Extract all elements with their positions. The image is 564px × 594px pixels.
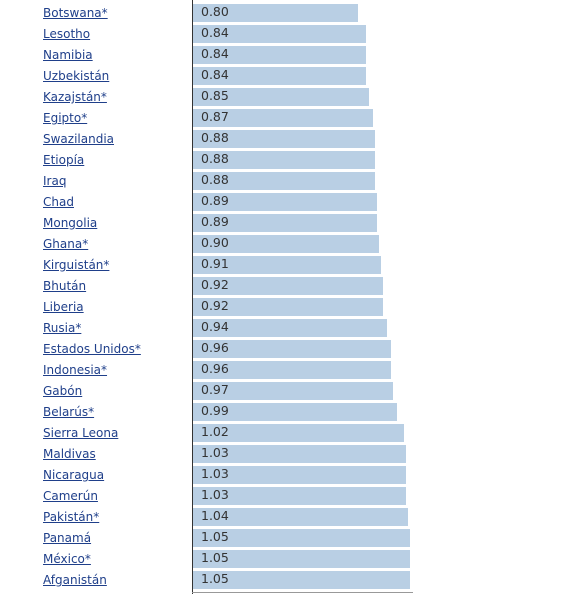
value-label: 0.84 (201, 67, 229, 82)
bar (193, 298, 383, 316)
value-label: 0.85 (201, 88, 229, 103)
value-label: 1.05 (201, 529, 229, 544)
bar (193, 340, 392, 358)
country-link[interactable]: Nicaragua (43, 468, 105, 482)
value-label: 0.94 (201, 319, 229, 334)
bar (193, 235, 379, 253)
bar (193, 88, 369, 106)
country-link[interactable]: Camerún (43, 489, 98, 503)
value-label: 0.91 (201, 256, 229, 271)
country-link[interactable]: Rusia* (43, 321, 82, 335)
country-link[interactable]: Swazilandia (43, 132, 115, 146)
bar (193, 571, 410, 589)
bar (193, 529, 410, 547)
country-link[interactable]: Chad (43, 195, 74, 209)
bar (193, 403, 398, 421)
value-label: 0.92 (201, 298, 229, 313)
bar (193, 46, 367, 64)
bar (193, 550, 410, 568)
value-label: 1.05 (201, 550, 229, 565)
value-label: 0.92 (201, 277, 229, 292)
bar (193, 466, 406, 484)
value-label: 0.96 (201, 361, 229, 376)
country-link[interactable]: Maldivas (43, 447, 96, 461)
bar (193, 4, 359, 22)
country-link[interactable]: Afganistán (43, 573, 107, 587)
country-link[interactable]: Bhután (43, 279, 87, 293)
country-link[interactable]: Gabón (43, 384, 83, 398)
value-label: 0.88 (201, 172, 229, 187)
value-label: 1.04 (201, 508, 229, 523)
country-link[interactable]: México* (43, 552, 91, 566)
country-link[interactable]: Lesotho (43, 27, 91, 41)
bar (193, 277, 383, 295)
value-label: 0.89 (201, 193, 229, 208)
bar (193, 172, 375, 190)
value-label: 0.96 (201, 340, 229, 355)
bar (193, 361, 392, 379)
axis-line (192, 0, 193, 594)
value-label: 1.03 (201, 466, 229, 481)
country-link[interactable]: Botswana* (43, 6, 108, 20)
value-label: 1.03 (201, 487, 229, 502)
bar (193, 109, 373, 127)
country-link[interactable]: Panamá (43, 531, 92, 545)
country-link[interactable]: Estados Unidos* (43, 342, 141, 356)
value-label: 1.03 (201, 445, 229, 460)
bar (193, 151, 375, 169)
value-label: 0.88 (201, 130, 229, 145)
country-link[interactable]: Uzbekistán (43, 69, 110, 83)
value-label: 0.84 (201, 46, 229, 61)
bar (193, 193, 377, 211)
value-label: 0.97 (201, 382, 229, 397)
bar (193, 319, 388, 337)
bar (193, 67, 367, 85)
value-label: 0.89 (201, 214, 229, 229)
value-label: 0.99 (201, 403, 229, 418)
country-link[interactable]: Egipto* (43, 111, 88, 125)
bar (193, 508, 408, 526)
country-link[interactable]: Ghana* (43, 237, 89, 251)
country-link[interactable]: Namibia (43, 48, 93, 62)
country-link[interactable]: Pakistán* (43, 510, 100, 524)
value-label: 0.80 (201, 4, 229, 19)
bar (193, 445, 406, 463)
bottom-line (192, 592, 413, 593)
bar (193, 130, 375, 148)
country-link[interactable]: Sierra Leona (43, 426, 119, 440)
country-link[interactable]: Iraq (43, 174, 67, 188)
country-link[interactable]: Liberia (43, 300, 84, 314)
value-label: 1.02 (201, 424, 229, 439)
country-link[interactable]: Mongolia (43, 216, 98, 230)
value-label: 1.05 (201, 571, 229, 586)
value-label: 0.87 (201, 109, 229, 124)
bar (193, 214, 377, 232)
country-link[interactable]: Etiopía (43, 153, 85, 167)
bar (193, 25, 367, 43)
country-link[interactable]: Kazajstán* (43, 90, 107, 104)
country-link[interactable]: Indonesia* (43, 363, 108, 377)
value-label: 0.84 (201, 25, 229, 40)
country-link[interactable]: Belarús* (43, 405, 95, 419)
bar (193, 382, 394, 400)
value-label: 0.88 (201, 151, 229, 166)
bar (193, 487, 406, 505)
bar (193, 424, 404, 442)
bar (193, 256, 381, 274)
country-link[interactable]: Kirguistán* (43, 258, 110, 272)
value-label: 0.90 (201, 235, 229, 250)
